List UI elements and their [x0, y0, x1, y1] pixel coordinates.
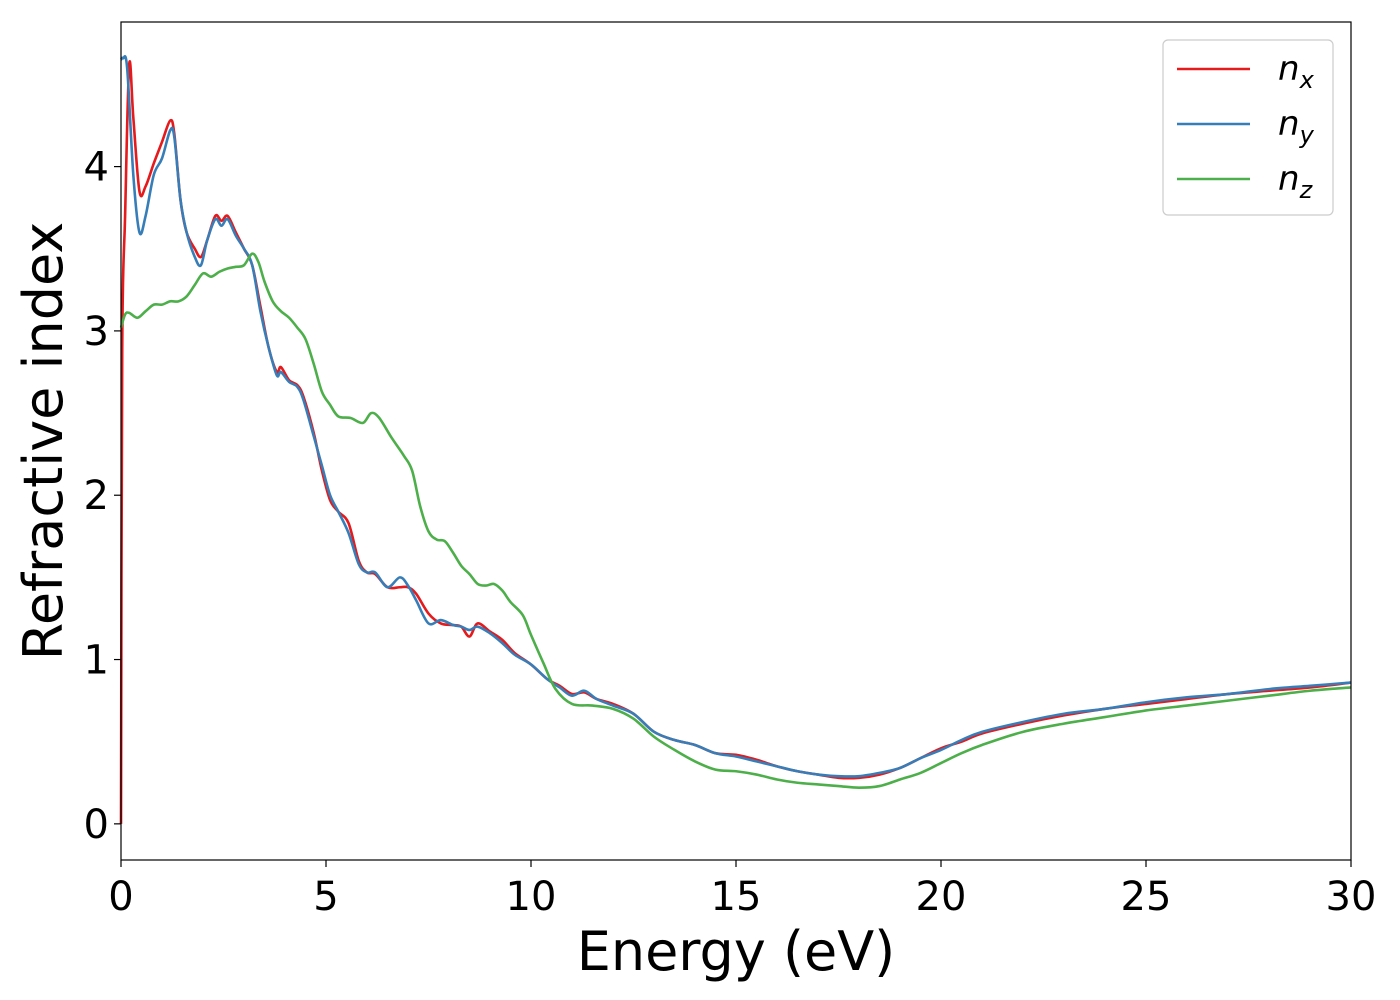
legend: nx ny nz — [1162, 39, 1334, 216]
x-tick-label: 20 — [916, 874, 967, 920]
ticks-layer: 0 5 10 15 20 25 30 0 1 2 3 4 — [84, 145, 1377, 920]
series-line-nz — [119, 252, 1352, 789]
legend-label-ny: ny — [1278, 104, 1315, 149]
x-tick-label: 25 — [1121, 874, 1172, 920]
series-line-ny — [119, 55, 1352, 778]
y-axis-label: Refractive index — [12, 222, 75, 661]
x-tick-label: 10 — [506, 874, 557, 920]
x-tick-label: 0 — [108, 874, 133, 920]
legend-label-nx: nx — [1278, 49, 1315, 94]
x-tick-label: 5 — [313, 874, 338, 920]
y-tick-label: 4 — [84, 145, 109, 191]
y-tick-label: 1 — [84, 638, 109, 684]
series-layer — [119, 55, 1352, 824]
x-axis-label: Energy (eV) — [577, 920, 896, 983]
legend-box — [1162, 39, 1334, 216]
y-tick-label: 0 — [84, 802, 109, 848]
x-tick-label: 30 — [1326, 874, 1377, 920]
x-tick-label: 15 — [711, 874, 762, 920]
y-tick-label: 3 — [84, 309, 109, 355]
y-tick-label: 2 — [84, 473, 109, 519]
legend-label-nz: nz — [1278, 159, 1314, 204]
